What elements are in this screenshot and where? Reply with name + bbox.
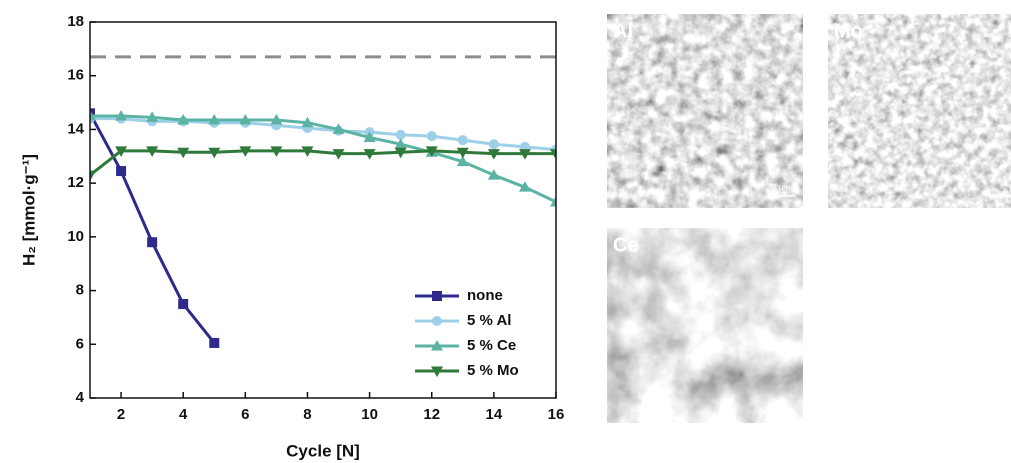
x-tick-label: 8: [303, 406, 311, 423]
marker: [146, 111, 159, 122]
x-tick-label: 10: [361, 406, 378, 423]
image-texture: [828, 14, 1011, 208]
x-tick-label: 16: [548, 406, 565, 423]
marker: [90, 108, 95, 119]
y-tick-label: 4: [76, 389, 85, 406]
series: [90, 110, 556, 207]
legend-label: 5 % Mo: [467, 362, 519, 379]
legend-label: 5 % Ce: [467, 337, 516, 354]
y-tick-label: 8: [76, 282, 84, 299]
marker: [457, 135, 468, 146]
marker: [301, 146, 314, 157]
marker: [456, 147, 469, 159]
image-texture: [607, 228, 803, 423]
marker: [208, 114, 221, 125]
x-tick-label: 2: [117, 406, 125, 423]
marker: [550, 195, 556, 207]
marker: [425, 146, 438, 157]
legend-label: 5 % Al: [467, 312, 511, 329]
marker: [178, 299, 189, 309]
marker: [394, 138, 407, 149]
image-label: Mo: [834, 20, 863, 42]
x-tick-label: 14: [486, 406, 503, 423]
y-tick-label: 10: [67, 228, 84, 245]
marker: [332, 149, 345, 160]
image-texture: [607, 14, 803, 208]
marker: [147, 237, 158, 248]
y-tick-label: 18: [67, 13, 84, 30]
sem-image: Mo 2 µm: [828, 14, 1011, 208]
marker: [518, 149, 531, 160]
marker: [270, 114, 283, 125]
marker: [456, 155, 469, 167]
marker: [239, 146, 252, 157]
series: [90, 108, 220, 348]
series: [90, 146, 556, 182]
y-tick-label: 6: [76, 335, 84, 352]
marker: [208, 147, 221, 159]
marker: [487, 149, 500, 160]
marker: [518, 181, 531, 192]
marker: [115, 146, 128, 157]
y-tick-label: 12: [67, 174, 84, 191]
marker: [90, 170, 96, 182]
marker: [301, 116, 314, 128]
marker: [431, 366, 443, 377]
scale-label: 2 µm: [1003, 183, 1011, 192]
line: [90, 114, 556, 204]
marker: [116, 166, 127, 177]
marker: [394, 147, 407, 159]
marker: [488, 139, 499, 150]
scale-label: 2 µm: [772, 398, 790, 407]
plot: 4 6 8 10 12 14 16 18 2 4 6 8 10 12 14 16 Cycle [N] H₂ [mm…: [19, 13, 564, 461]
plot-frame: [89, 21, 557, 399]
x-tick-label: 12: [423, 406, 440, 423]
y-axis-label: H₂ [mmol·g⁻¹]: [19, 154, 38, 266]
marker: [332, 123, 345, 134]
line: [90, 149, 556, 177]
marker: [426, 131, 437, 142]
marker: [363, 149, 376, 160]
line: [90, 117, 556, 152]
marker: [146, 146, 159, 157]
sem-image: Ce 2 µm: [607, 228, 803, 423]
marker: [432, 316, 442, 326]
marker: [432, 291, 442, 301]
x-axis-label: Cycle [N]: [286, 441, 360, 460]
marker: [487, 169, 500, 180]
marker: [239, 114, 252, 125]
image-label: Al: [613, 20, 633, 42]
marker: [115, 110, 128, 121]
marker: [363, 131, 376, 142]
marker: [270, 146, 283, 157]
marker: [90, 110, 96, 121]
sem-image: Al 2 µm: [607, 14, 803, 208]
marker: [209, 337, 220, 348]
sem-images: Al 2 µm Mo 2 µm Ce 2 µm: [607, 14, 1011, 423]
x-tick-label: 4: [179, 406, 188, 423]
marker: [177, 114, 190, 125]
marker: [431, 340, 443, 351]
image-label: Ce: [613, 234, 639, 256]
marker: [550, 149, 556, 160]
x-tick-label: 6: [241, 406, 249, 423]
legend-label: none: [467, 287, 503, 304]
marker: [177, 147, 190, 159]
y-tick-label: 14: [67, 120, 84, 137]
scale-label: 2 µm: [772, 183, 790, 192]
marker: [395, 129, 406, 140]
y-tick-label: 16: [67, 67, 84, 84]
